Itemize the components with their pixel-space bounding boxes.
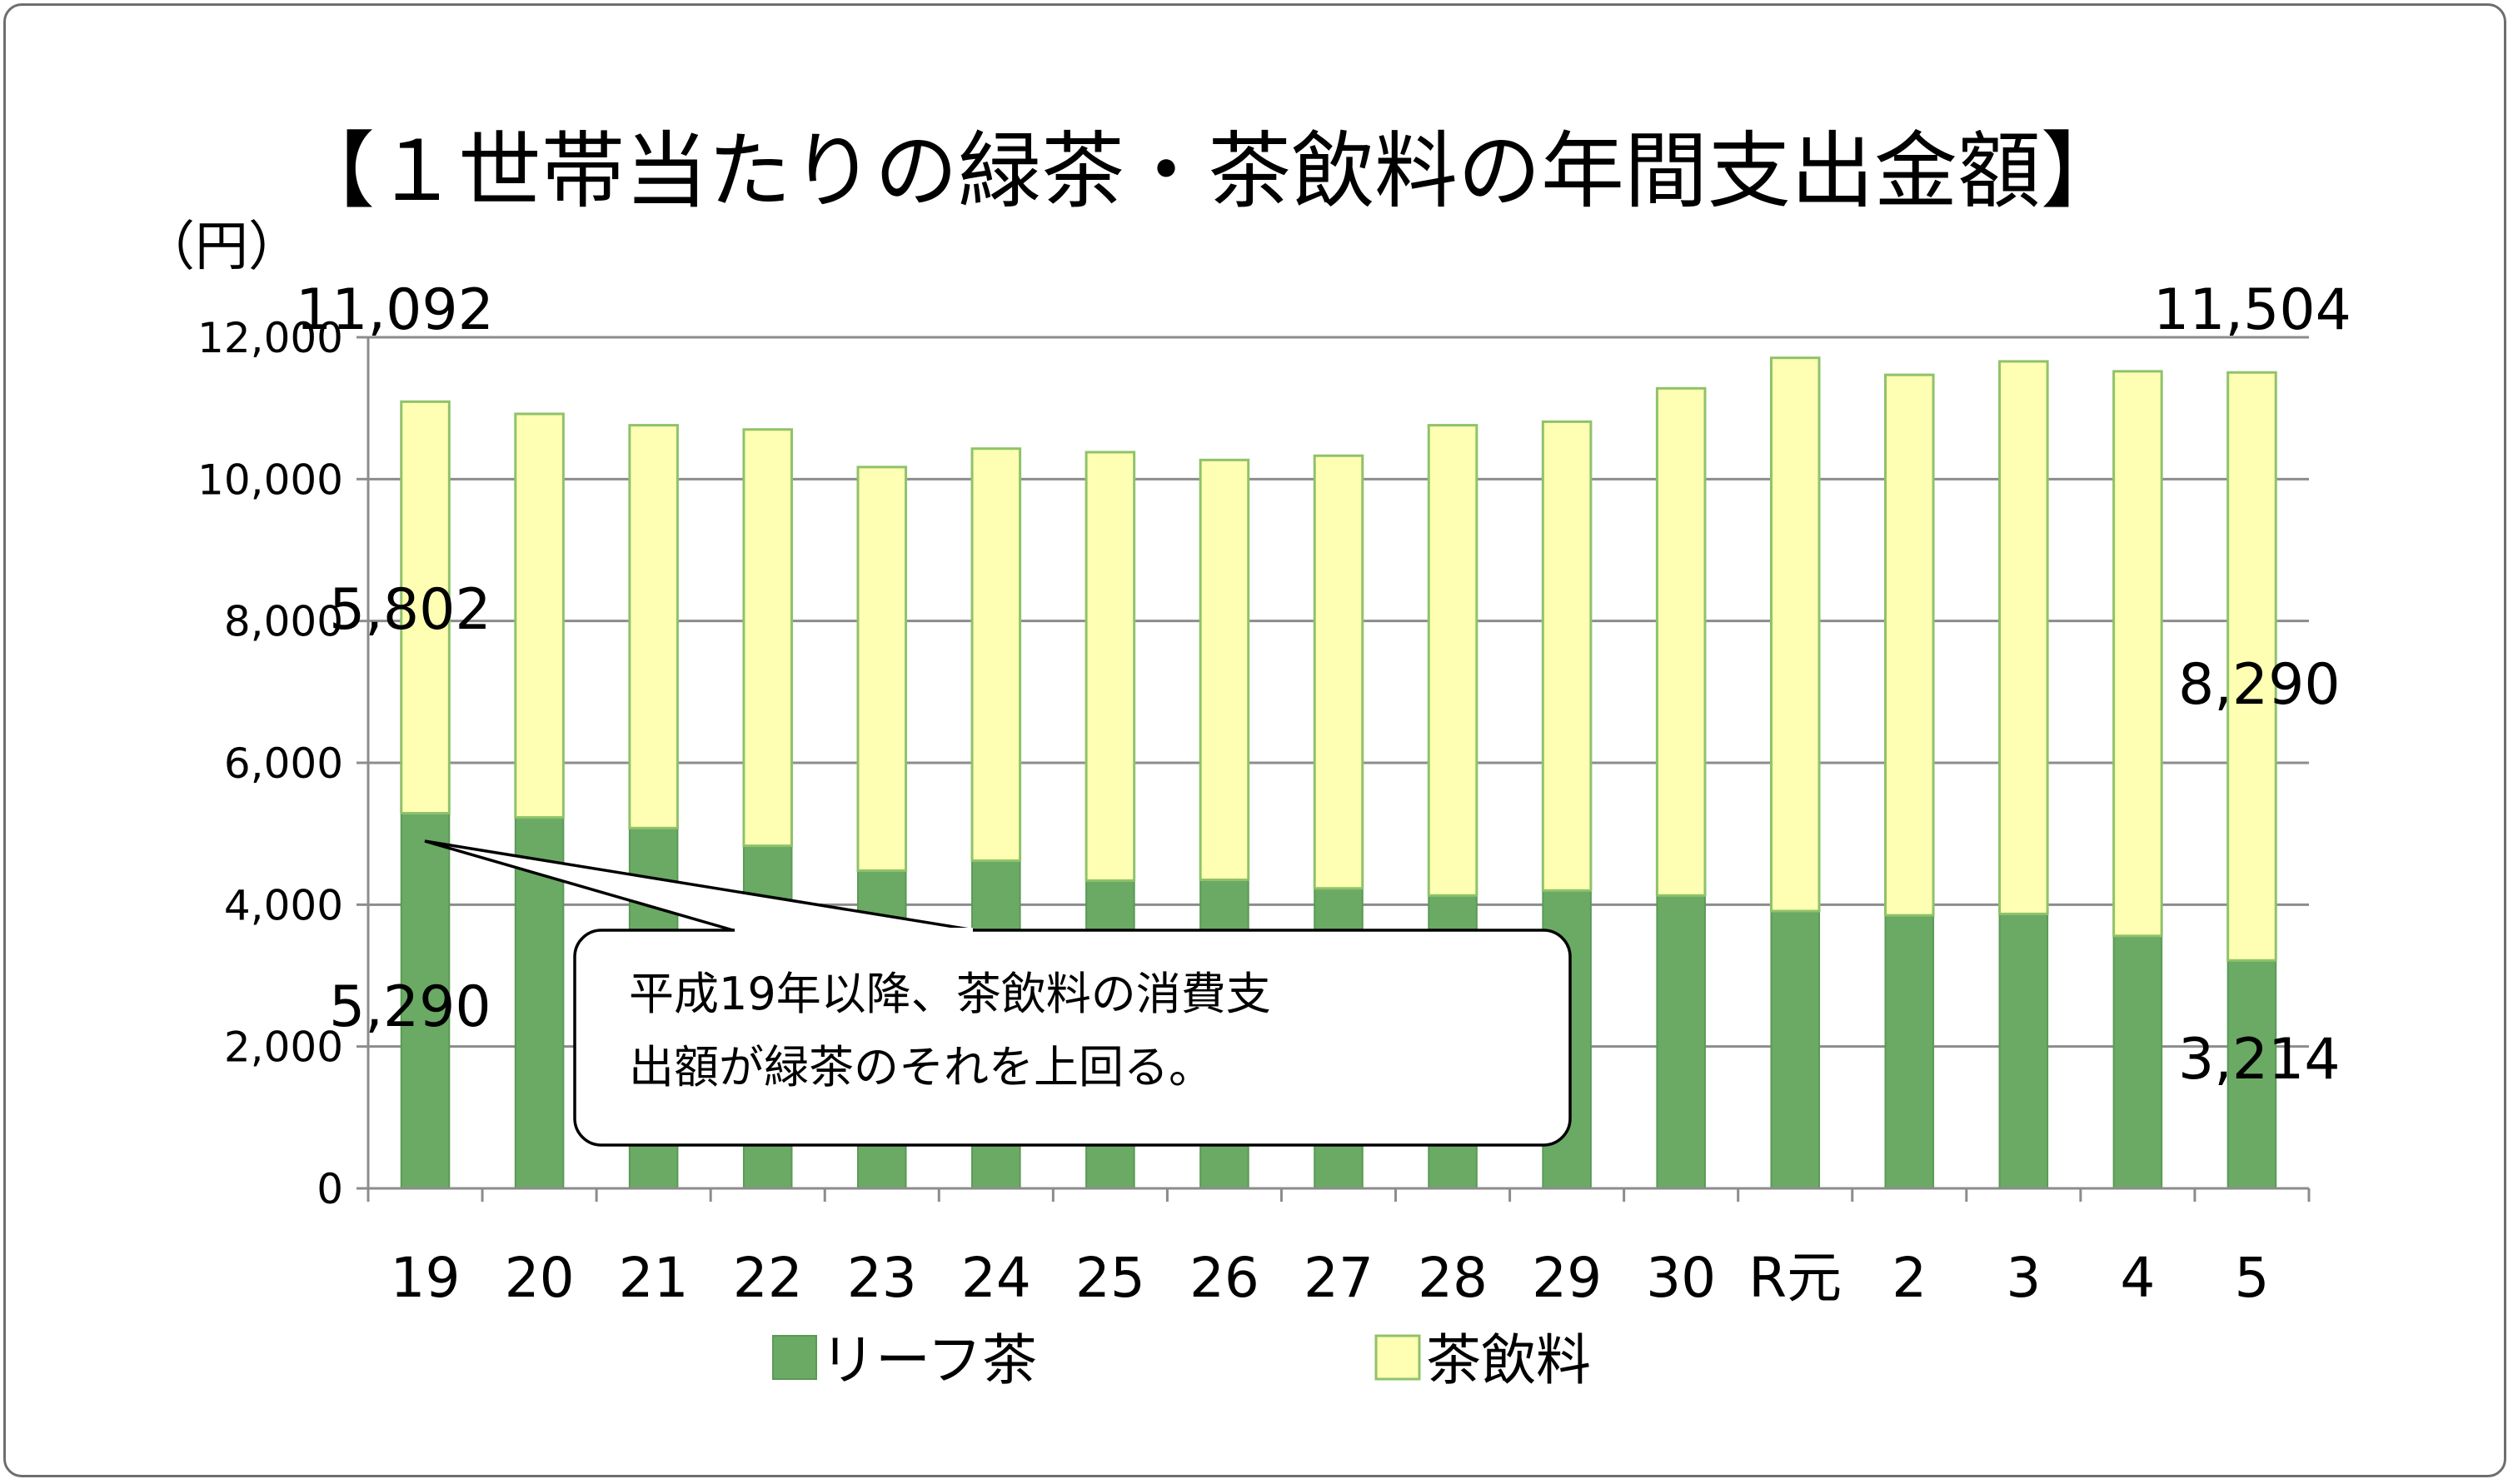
x-tick-label: 30 [1646,1246,1716,1310]
bar-drink-25 [1084,451,1136,882]
y-tick-label: 4,000 [224,881,343,929]
x-tick-label: 29 [1532,1246,1602,1310]
x-tick-label: 28 [1418,1246,1488,1310]
bar-drink-19 [400,400,451,814]
annotation-callout: 平成19年以降、茶飲料の消費支 出額が緑茶のそれを上回る。 [424,839,1572,1147]
y-tick-label: 10,000 [197,456,343,504]
x-tick-label: 21 [619,1246,689,1310]
x-tick-label: 4 [2120,1246,2155,1310]
bar-drink-2 [1884,373,1935,917]
bar-drink-3 [1998,360,2049,915]
y-axis-ticks: 0 2,000 4,000 6,000 8,000 10,000 12,000 [197,314,368,1213]
x-tick-label: 3 [2006,1246,2041,1310]
x-tick-label: 23 [847,1246,917,1310]
x-tick-label: 25 [1075,1246,1145,1310]
y-tick-label: 8,000 [224,598,343,646]
legend-label-leaf: リーフ茶 [820,1328,1037,1392]
legend-swatch-drink [1374,1334,1421,1381]
data-label-leaf-first: 5,290 [329,974,491,1040]
legend-label-drink: 茶飲料 [1426,1328,1591,1392]
x-axis-ticks: 19 20 21 22 23 24 25 26 27 28 29 30 R元 2 3 4 5 [391,1246,2270,1310]
x-tick-label: 26 [1189,1246,1259,1310]
bar-drink-22 [742,428,793,848]
data-label-drink-last: 8,290 [2178,652,2341,718]
x-tick-label: 22 [733,1246,803,1310]
y-tick-label: 6,000 [224,740,343,788]
bar-drink-28 [1427,424,1478,897]
legend: リーフ茶 茶飲料 [772,1328,1591,1392]
bar-drink-29 [1541,420,1593,892]
y-tick-label: 12,000 [197,314,343,362]
data-labels: 11,092 11,504 5,802 8,290 5,290 3,214 [296,277,2351,1093]
bar-leaf-R元 [1770,909,1821,1189]
legend-item-leaf: リーフ茶 [772,1328,1037,1392]
bar-drink-24 [970,447,1022,863]
y-tick-label: 0 [317,1165,343,1213]
bar-leaf-2 [1884,914,1935,1189]
chart-title: 【１世帯当たりの緑茶・茶飲料の年間支出金額】 [292,122,2124,220]
data-label-total-last: 11,504 [2153,277,2351,343]
data-label-drink-first: 5,802 [329,577,491,643]
callout-text-line2: 出額が緑茶のそれを上回る。 [629,1041,1214,1093]
x-tick-label: 2 [1892,1246,1927,1310]
bar-leaf-4 [2112,934,2163,1189]
data-label-total-first: 11,092 [296,277,494,343]
bar-leaf-30 [1656,894,1706,1190]
callout-box [573,929,1572,1147]
x-tick-label: 27 [1304,1246,1374,1310]
bar-drink-5 [2226,371,2277,962]
x-tick-label: 24 [961,1246,1031,1310]
y-axis-unit: （円） [142,217,302,278]
bar-drink-R元 [1769,356,1821,913]
bar-leaf-3 [1998,913,2049,1190]
x-tick-label: R元 [1748,1246,1842,1310]
x-tick-label: 19 [391,1246,461,1310]
data-label-leaf-last: 3,214 [2178,1027,2341,1093]
bar-drink-27 [1313,454,1364,890]
axes [366,337,2311,1202]
legend-swatch-leaf [772,1335,817,1380]
bar-drink-4 [2112,370,2163,938]
bar-drink-30 [1655,386,1707,897]
y-tick-label: 2,000 [224,1023,343,1072]
legend-item-drink: 茶飲料 [1374,1328,1591,1392]
bar-drink-21 [628,424,679,829]
callout-text-line1: 平成19年以降、茶飲料の消費支 [629,968,1271,1020]
bar-drink-26 [1199,458,1250,882]
x-tick-label: 20 [505,1246,575,1310]
bar-drink-20 [514,412,565,819]
bar-drink-23 [856,466,908,872]
x-tick-label: 5 [2234,1246,2269,1310]
